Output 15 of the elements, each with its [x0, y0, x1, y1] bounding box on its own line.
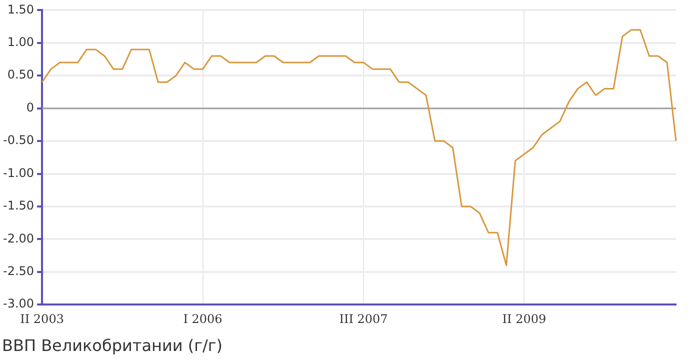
y-tick-label: -2.50 — [2, 264, 34, 278]
y-tick-label: 1.00 — [7, 35, 34, 50]
y-tick-label: -1.00 — [2, 166, 34, 180]
x-tick-label: II 2003 — [20, 312, 64, 326]
x-tick-label: II 2009 — [502, 312, 546, 326]
y-tick-label: 0 — [26, 100, 34, 114]
y-tick-label: -3.00 — [2, 296, 34, 311]
y-tick-label: -1.50 — [2, 198, 34, 213]
y-tick-label: -2.00 — [2, 231, 34, 246]
text: ВВП Великобритании (г/г) — [1, 335, 224, 357]
y-tick-label: 0.50 — [7, 68, 34, 82]
y-tick-label: -0.50 — [2, 133, 34, 148]
y-tick-label: 1.50 — [7, 2, 34, 16]
x-tick-label: I 2006 — [183, 312, 222, 326]
x-tick-label: III 2007 — [339, 312, 388, 326]
